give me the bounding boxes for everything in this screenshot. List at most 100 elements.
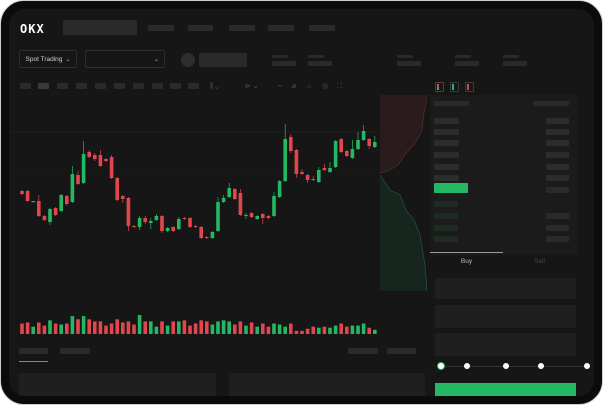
volume-bar [199, 320, 203, 334]
chevron-down-icon: ⌄ [153, 56, 159, 63]
bid-row[interactable] [434, 225, 458, 231]
ask-row[interactable] [434, 175, 459, 181]
bid-row[interactable] [434, 236, 458, 242]
ask-row[interactable] [434, 164, 459, 170]
volume-bar [277, 324, 282, 334]
candle-body [221, 198, 226, 202]
candle-body [261, 214, 265, 218]
slider-mark-75[interactable] [538, 363, 544, 369]
tab-order-history[interactable] [60, 348, 90, 354]
search-bar[interactable] [63, 20, 137, 35]
timeframe-button[interactable] [20, 83, 31, 89]
timeframe-button[interactable] [170, 83, 181, 89]
volume-bar [261, 323, 265, 334]
assets-panel [229, 373, 425, 396]
nav-item[interactable] [229, 25, 255, 31]
bid-row[interactable] [546, 213, 569, 219]
timeframe-button[interactable] [57, 83, 68, 89]
candle-body [182, 218, 187, 219]
orderbook-asks-icon[interactable] [465, 82, 474, 92]
slider-mark-100[interactable] [584, 363, 590, 369]
bid-row[interactable] [434, 213, 458, 219]
okx-logo[interactable]: OKX [20, 22, 45, 36]
sell-tab[interactable]: Sell [534, 258, 545, 265]
ask-row[interactable] [546, 118, 569, 124]
stat-label [503, 55, 519, 58]
tab-open-orders[interactable] [19, 348, 48, 354]
slider-handle[interactable] [437, 362, 445, 370]
timeframe-button[interactable] [188, 83, 199, 89]
candle-body [266, 216, 271, 218]
bid-row[interactable] [434, 201, 458, 207]
trading-type-select[interactable]: Spot Trading ⌄ [19, 50, 77, 68]
timeframe-button[interactable] [38, 83, 49, 89]
timeframe-button[interactable] [133, 83, 144, 89]
ask-row[interactable] [546, 152, 569, 158]
nav-item[interactable] [309, 25, 335, 31]
ask-row[interactable] [434, 118, 459, 124]
buy-button[interactable] [435, 383, 576, 396]
slider-mark-50[interactable] [503, 363, 509, 369]
bottom-action[interactable] [387, 348, 416, 354]
screenshot-icon[interactable]: ⌂ [307, 83, 312, 90]
orderbook-bids-icon[interactable] [450, 82, 459, 92]
indicator-icon[interactable]: ⊳ ⌄ [245, 83, 259, 90]
ask-row[interactable] [546, 187, 569, 193]
timeframe-button[interactable] [152, 83, 163, 89]
candle-body [87, 152, 91, 157]
pair-name [199, 53, 247, 67]
settings-icon[interactable]: ◎ [322, 83, 329, 90]
volume-bar [283, 326, 287, 334]
timeframe-button[interactable] [76, 83, 87, 89]
volume-bar [272, 323, 276, 334]
volume-bar [149, 321, 153, 334]
candle-body [104, 159, 108, 161]
volume-bar [266, 326, 271, 334]
ask-row[interactable] [434, 129, 459, 135]
ask-row[interactable] [546, 175, 569, 181]
slider-mark-25[interactable] [464, 363, 470, 369]
ask-row[interactable] [546, 129, 569, 135]
ask-row[interactable] [434, 140, 459, 146]
nav-item[interactable] [148, 25, 174, 31]
amount-slider[interactable] [437, 362, 590, 370]
volume-bar [25, 322, 30, 334]
volume-bar [42, 325, 47, 334]
candle-body [76, 175, 80, 184]
candle-body [367, 139, 371, 146]
ask-row[interactable] [434, 152, 459, 158]
last-price[interactable] [434, 183, 468, 193]
volume-bar [238, 321, 243, 334]
volume-bar [48, 320, 52, 334]
candle-type-icon[interactable]: ⫼ ⌄ [210, 83, 219, 90]
nav-item[interactable] [188, 25, 213, 31]
candle-body [238, 193, 243, 215]
volume-bar [210, 324, 215, 334]
amount-input[interactable] [435, 305, 576, 328]
volume-bar [126, 321, 131, 334]
ask-row[interactable] [546, 164, 569, 170]
pair-select[interactable]: ⌄ [85, 50, 165, 68]
fullscreen-icon[interactable]: ⛶ [337, 83, 342, 90]
stat-label [308, 55, 324, 58]
draw-tool-icon[interactable]: ⌀ [292, 83, 297, 90]
buy-tab[interactable]: Buy [460, 258, 473, 265]
timeframe-button[interactable] [114, 83, 125, 89]
bottom-action[interactable] [348, 348, 378, 354]
bid-row[interactable] [546, 225, 569, 231]
bid-row[interactable] [546, 236, 569, 242]
nav-item[interactable] [268, 25, 294, 31]
volume-bar [182, 320, 187, 334]
volume-bar [81, 316, 86, 334]
candle-body [300, 172, 304, 174]
line-tool-icon[interactable]: ∼ [277, 83, 283, 90]
volume-bar [233, 324, 237, 334]
orderbook-both-icon[interactable] [435, 82, 444, 92]
ask-row[interactable] [546, 140, 569, 146]
total-input[interactable] [435, 333, 576, 356]
price-input[interactable] [435, 278, 576, 299]
volume-bar [165, 325, 170, 334]
volume-bar [289, 323, 293, 334]
candlestick-chart[interactable] [9, 95, 381, 335]
timeframe-button[interactable] [95, 83, 106, 89]
